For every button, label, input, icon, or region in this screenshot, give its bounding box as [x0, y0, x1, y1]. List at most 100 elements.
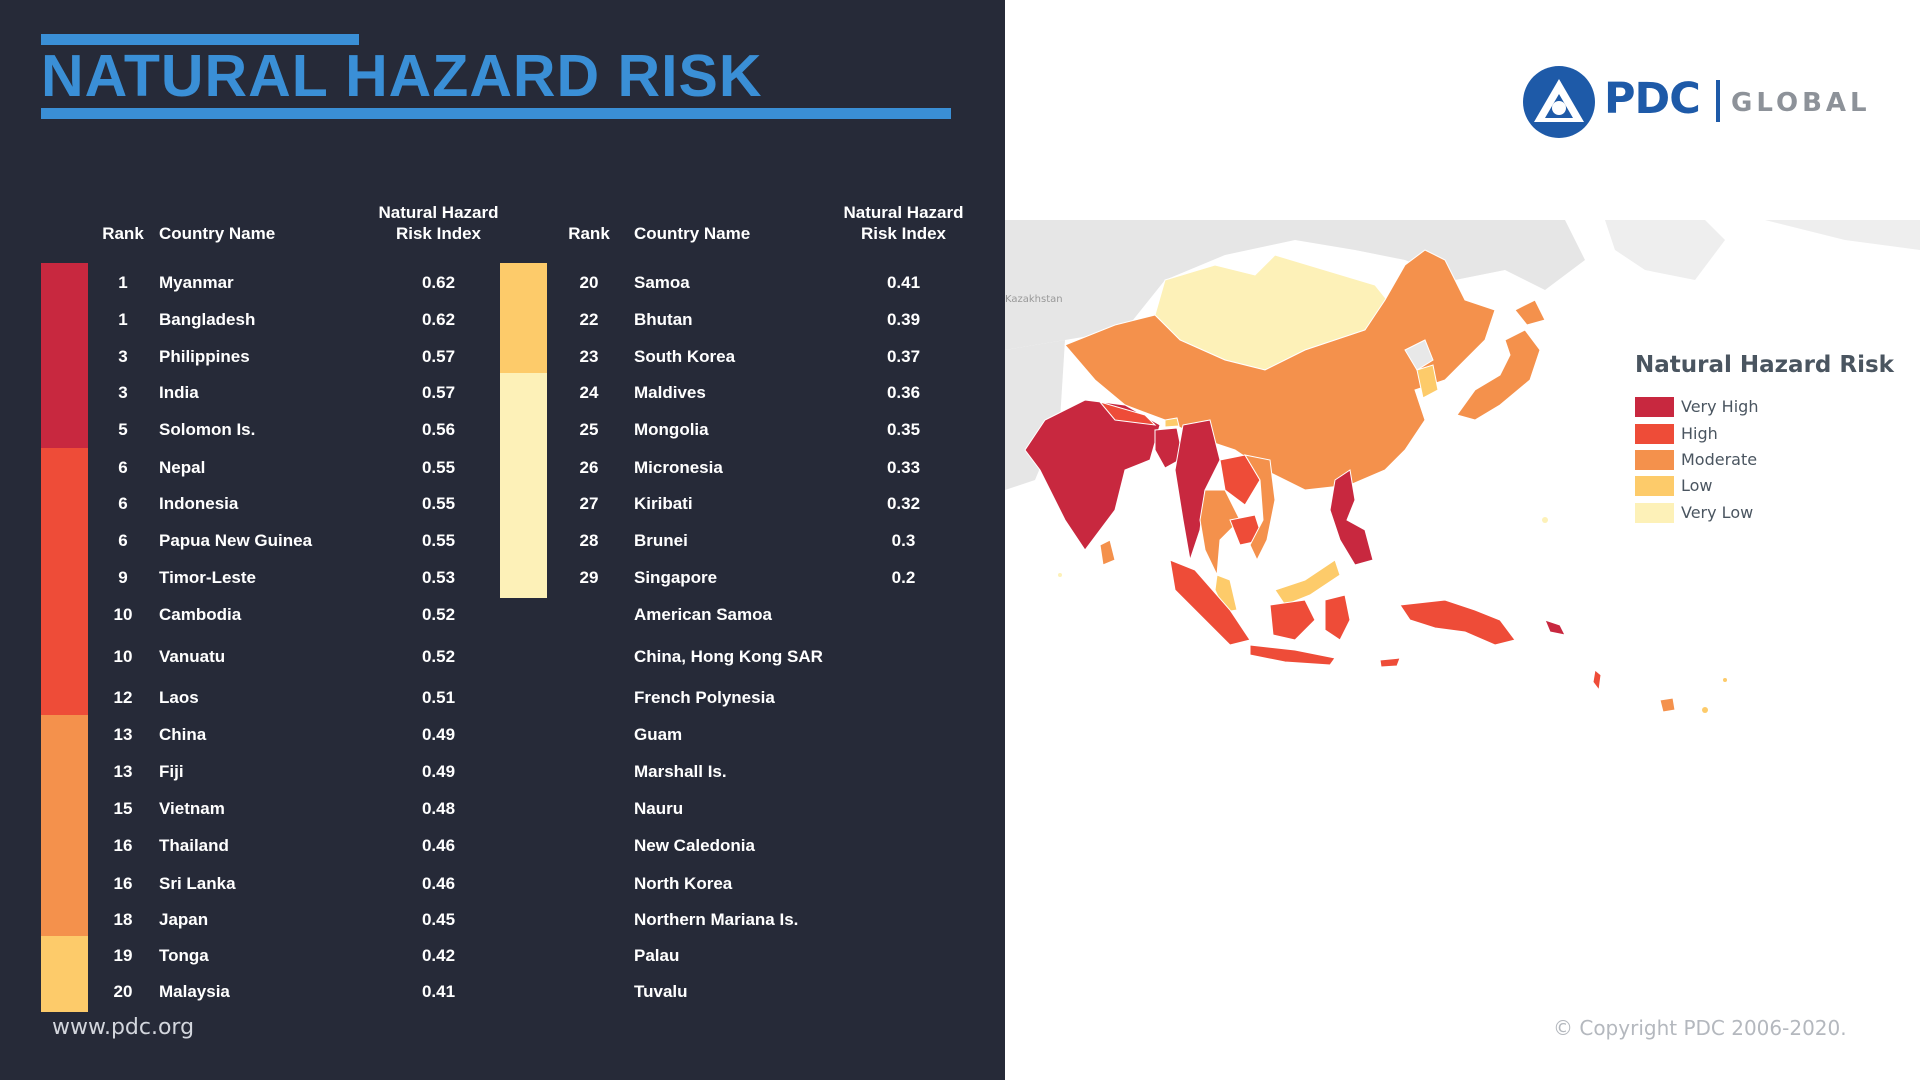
map-background-land-west — [1005, 340, 1065, 490]
index-cell: 0.55 — [421, 531, 456, 550]
rank-cell: 12 — [113, 688, 133, 707]
country-cell: Bangladesh — [159, 310, 256, 329]
country-cell: Bhutan — [634, 310, 693, 329]
country-cell: New Caledonia — [634, 836, 755, 855]
map-region-nepal — [1098, 401, 1157, 426]
map-background-land-north — [1005, 220, 1585, 350]
risk-bar-high — [41, 448, 88, 718]
index-cell: 0.57 — [421, 347, 456, 366]
rank-cell: 6 — [118, 531, 128, 550]
risk-bar-very-high — [41, 263, 88, 450]
index-cell: 0.3 — [891, 531, 916, 550]
rank-cell: 10 — [113, 647, 133, 666]
rank-cell: 10 — [113, 605, 133, 624]
column-header-rank: Rank — [568, 224, 610, 243]
map-region-vanuatu — [1592, 669, 1602, 692]
legend-title: Natural Hazard Risk — [1635, 352, 1894, 378]
map-region-philippines — [1329, 469, 1374, 566]
country-cell: Timor-Leste — [159, 568, 256, 587]
country-cell: French Polynesia — [634, 688, 775, 707]
rank-cell: 5 — [118, 420, 128, 439]
index-cell: 0.55 — [421, 458, 456, 477]
risk-bar-low — [41, 936, 88, 1012]
map-region-japan — [1456, 299, 1546, 421]
map-region-north-korea — [1404, 339, 1434, 371]
country-cell: Papua New Guinea — [159, 531, 313, 550]
asia-pacific-risk-map: Kazakhstan — [1005, 220, 1920, 713]
country-cell: Micronesia — [634, 458, 723, 477]
country-cell: Nepal — [159, 458, 206, 477]
country-cell: Sri Lanka — [159, 874, 236, 893]
country-cell: Indonesia — [159, 494, 239, 513]
page-title: NATURAL HAZARD RISK — [41, 43, 763, 109]
index-cell: 0.62 — [421, 310, 456, 329]
index-cell: 0.52 — [421, 647, 456, 666]
map-region-micronesia — [1542, 517, 1548, 523]
legend-label: Low — [1681, 476, 1713, 495]
country-cell: Kiribati — [634, 494, 693, 513]
rank-cell: 6 — [118, 494, 128, 513]
index-cell: 0.41 — [421, 982, 456, 1001]
map-region-indonesia-sulawesi — [1324, 594, 1351, 641]
index-cell: 0.2 — [891, 568, 916, 587]
risk-bar-low — [500, 263, 547, 377]
index-cell: 0.32 — [886, 494, 921, 513]
index-cell: 0.46 — [421, 836, 456, 855]
index-cell: 0.48 — [421, 799, 456, 818]
country-cell: China — [159, 725, 207, 744]
rank-cell: 25 — [579, 420, 599, 439]
index-cell: 0.41 — [886, 273, 921, 292]
risk-bar-very-low — [500, 373, 547, 598]
rank-cell: 27 — [579, 494, 599, 513]
map-region-tonga — [1702, 707, 1708, 713]
column-header-index: Natural Hazard Risk Index — [843, 203, 964, 243]
country-cell: Nauru — [634, 799, 684, 818]
region-subtitle: REGION: ASIA PACIFIC — [1455, 124, 1864, 163]
map-label-kazakhstan: Kazakhstan — [1005, 294, 1063, 305]
index-cell: 0.62 — [421, 273, 456, 292]
country-cell: China, Hong Kong SAR — [634, 647, 823, 666]
country-cell: Malaysia — [159, 982, 230, 1001]
legend-swatch — [1635, 503, 1674, 523]
legend-label: Moderate — [1681, 450, 1758, 469]
country-cell: Thailand — [159, 836, 229, 855]
pdc-logo: PDC GLOBAL — [1521, 64, 1867, 140]
rank-cell: 19 — [113, 946, 133, 965]
map-background-land-greenland — [1765, 220, 1920, 250]
map-region-maldives — [1058, 573, 1062, 577]
country-cell: Palau — [634, 946, 680, 965]
risk-bar-moderate — [41, 715, 88, 940]
country-cell: Tuvalu — [634, 982, 688, 1001]
map-region-papua-new-guinea — [1399, 599, 1516, 646]
rank-cell: 13 — [113, 762, 133, 781]
country-cell: Fiji — [159, 762, 184, 781]
rank-cell: 26 — [579, 458, 599, 477]
rank-cell: 3 — [118, 347, 128, 366]
map-region-vietnam — [1243, 454, 1276, 562]
logo-tagline: GLOBAL — [1731, 88, 1871, 118]
rank-cell: 24 — [579, 383, 599, 402]
map-region-china — [1064, 249, 1496, 491]
title-accent-bar — [41, 34, 359, 45]
rank-cell: 28 — [579, 531, 599, 550]
rank-cell: 15 — [113, 799, 133, 818]
legend-swatch — [1635, 424, 1674, 444]
country-cell: Mongolia — [634, 420, 709, 439]
website-link[interactable]: www.pdc.org — [52, 1015, 195, 1040]
map-region-bangladesh — [1154, 427, 1184, 469]
pdc-emblem-icon — [1523, 66, 1595, 138]
country-cell: Laos — [159, 688, 199, 707]
title-underline-bar — [41, 108, 951, 119]
map-region-timor-leste — [1379, 657, 1401, 668]
index-cell: 0.46 — [421, 874, 456, 893]
index-cell: 0.45 — [421, 910, 456, 929]
map-region-solomon-islands — [1544, 619, 1566, 636]
index-cell: 0.39 — [886, 310, 921, 329]
index-cell: 0.53 — [421, 568, 456, 587]
index-cell: 0.49 — [421, 762, 456, 781]
country-cell: Cambodia — [159, 605, 242, 624]
rank-cell: 16 — [113, 874, 133, 893]
index-cell: 0.37 — [886, 347, 921, 366]
rank-cell: 3 — [118, 383, 128, 402]
map-region-fiji — [1659, 697, 1676, 713]
